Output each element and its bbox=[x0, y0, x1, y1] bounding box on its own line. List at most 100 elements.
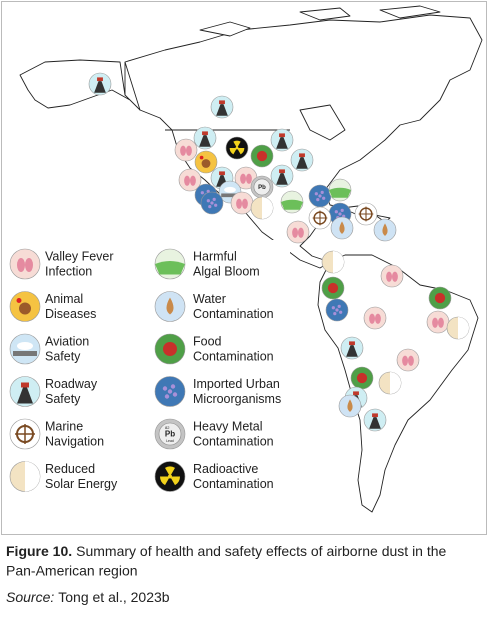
animal bbox=[19, 302, 31, 315]
icon-solar bbox=[378, 371, 402, 395]
blade bbox=[160, 476, 170, 486]
microbe bbox=[164, 394, 170, 399]
icon-food bbox=[428, 286, 452, 310]
lung bbox=[292, 227, 299, 238]
blade bbox=[165, 466, 175, 477]
icon-animal bbox=[194, 150, 218, 174]
icon-urban bbox=[154, 376, 186, 407]
icon-bg bbox=[9, 248, 41, 280]
microbe bbox=[206, 199, 210, 203]
lung bbox=[392, 271, 398, 282]
caption-label: Figure 10. bbox=[6, 543, 72, 559]
icon-valley bbox=[230, 191, 254, 215]
legend-label: Roadway bbox=[45, 377, 98, 391]
legend-label: Reduced bbox=[45, 462, 95, 476]
lung bbox=[190, 175, 196, 186]
lung bbox=[186, 145, 192, 156]
microbe bbox=[334, 210, 338, 214]
wave bbox=[329, 187, 351, 198]
legend-label: Algal Bloom bbox=[193, 264, 260, 278]
icon-water bbox=[338, 394, 362, 418]
icon-valley bbox=[363, 306, 387, 330]
blade bbox=[233, 140, 241, 148]
icon-bg bbox=[363, 306, 387, 330]
source-label: Source: bbox=[6, 589, 54, 605]
icon-valley bbox=[396, 348, 420, 372]
icon-bg bbox=[286, 220, 310, 244]
icon-urban bbox=[308, 184, 332, 208]
car bbox=[97, 77, 103, 82]
legend-label: Harmful bbox=[193, 249, 237, 263]
icon-urban bbox=[200, 191, 224, 215]
icon-road bbox=[9, 376, 41, 407]
icon-road bbox=[193, 126, 217, 150]
lung bbox=[184, 175, 190, 186]
microbe bbox=[212, 197, 216, 201]
icon-marine bbox=[354, 202, 378, 226]
microbe bbox=[314, 192, 318, 196]
legend-label: Aviation bbox=[45, 334, 89, 348]
car bbox=[202, 131, 208, 136]
car bbox=[219, 171, 225, 176]
lung bbox=[402, 355, 409, 366]
fruit bbox=[163, 342, 177, 356]
car bbox=[349, 341, 355, 346]
legend-label: Marine bbox=[45, 419, 83, 433]
icon-urban bbox=[325, 298, 349, 322]
runway bbox=[13, 351, 37, 356]
lung bbox=[375, 313, 381, 324]
legend-label: Animal bbox=[45, 292, 83, 306]
icon-road bbox=[270, 164, 294, 188]
pb-symbol: Pb bbox=[165, 430, 175, 439]
microbe bbox=[316, 198, 320, 202]
microbe bbox=[167, 389, 173, 394]
car bbox=[21, 382, 29, 388]
legend-label: Diseases bbox=[45, 307, 96, 321]
icon-bg bbox=[178, 168, 202, 192]
legend-bg bbox=[4, 240, 290, 495]
legend-label: Radioactive bbox=[193, 462, 258, 476]
microbe bbox=[322, 196, 326, 200]
spokes bbox=[15, 424, 35, 444]
icon-radio bbox=[225, 136, 249, 160]
microbe bbox=[320, 190, 324, 194]
icon-food bbox=[321, 276, 345, 300]
half bbox=[458, 317, 469, 339]
caption: Figure 10. Summary of health and safety e… bbox=[6, 543, 447, 559]
icon-food bbox=[350, 366, 374, 390]
metal-inner bbox=[253, 178, 271, 196]
car bbox=[353, 391, 359, 396]
icon-road bbox=[290, 148, 314, 172]
icon-solar bbox=[250, 196, 274, 220]
icon-valley bbox=[178, 168, 202, 192]
pb-name: Lead bbox=[166, 439, 174, 443]
microbe bbox=[162, 386, 168, 391]
icon-bg bbox=[174, 138, 198, 162]
legend-label: Contamination bbox=[193, 434, 274, 448]
car bbox=[219, 100, 225, 105]
icon-food bbox=[154, 333, 186, 365]
half bbox=[25, 461, 40, 492]
drop bbox=[382, 223, 388, 236]
lung bbox=[242, 198, 248, 209]
fruit bbox=[256, 150, 268, 162]
microbe bbox=[208, 205, 212, 209]
lung bbox=[240, 173, 246, 184]
microbe bbox=[339, 310, 343, 314]
center bbox=[235, 146, 239, 150]
icon-marine bbox=[308, 206, 332, 230]
microbe bbox=[335, 308, 339, 312]
road bbox=[276, 137, 288, 149]
icon-road bbox=[363, 408, 387, 432]
lung bbox=[369, 313, 376, 324]
drop bbox=[166, 297, 174, 315]
lung bbox=[246, 173, 252, 184]
icon-road bbox=[210, 95, 234, 119]
road bbox=[296, 157, 308, 169]
icon-algal bbox=[280, 190, 304, 214]
half bbox=[262, 197, 273, 219]
road bbox=[346, 345, 358, 357]
lung bbox=[298, 227, 304, 238]
